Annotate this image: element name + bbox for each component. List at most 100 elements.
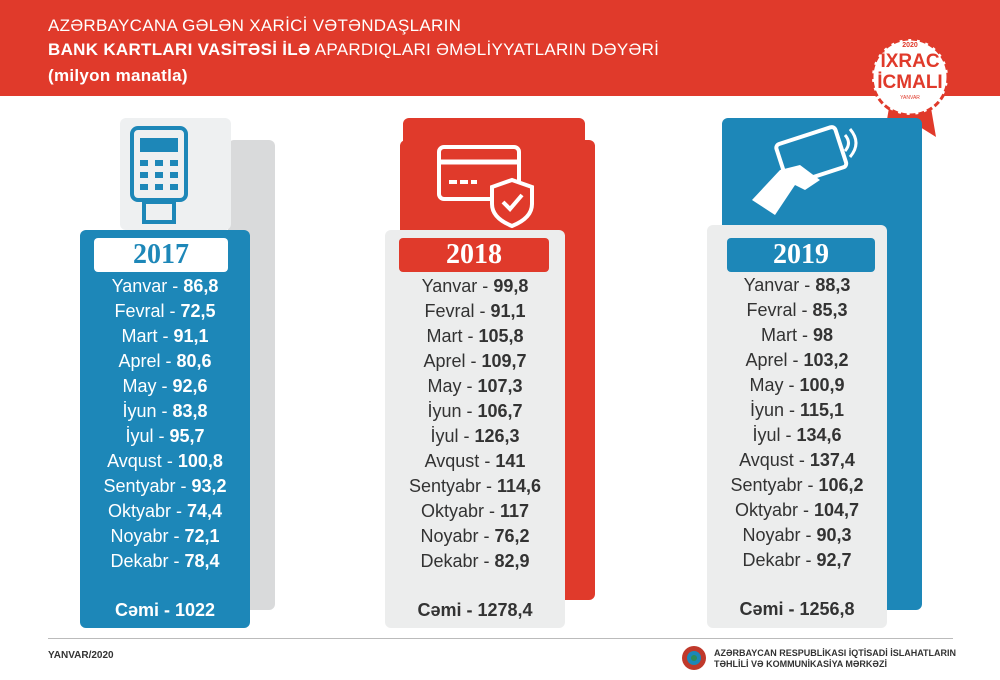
month-row: Sentyabr - 106,2 <box>707 473 887 497</box>
month-row: Dekabr - 78,4 <box>80 549 250 573</box>
year-card: 2019 Yanvar - 88,3 Fevral - 85,3 Mart - 98… <box>707 225 887 628</box>
month-label: Oktyabr - <box>107 501 182 521</box>
month-row: Noyabr - 90,3 <box>707 523 887 547</box>
month-row: Yanvar - 88,3 <box>707 273 887 297</box>
month-row: Aprel - 109,7 <box>385 349 565 373</box>
month-row: Mart - 91,1 <box>80 324 250 348</box>
month-value: 98 <box>812 325 834 345</box>
month-label: Avqust - <box>424 451 491 471</box>
total-label: Cəmi - <box>417 600 473 620</box>
month-label: Noyabr - <box>420 526 490 546</box>
month-value: 104,7 <box>813 500 860 520</box>
total-value: 1022 <box>174 600 216 620</box>
month-label: Dekabr - <box>742 550 812 570</box>
month-row: Aprel - 80,6 <box>80 349 250 373</box>
month-label: Noyabr - <box>110 526 180 546</box>
month-row: İyun - 106,7 <box>385 399 565 423</box>
month-value: 137,4 <box>809 450 855 470</box>
month-row: Dekabr - 92,7 <box>707 548 887 572</box>
month-value: 109,7 <box>481 351 527 371</box>
footer-rule <box>48 638 953 639</box>
month-row: May - 107,3 <box>385 374 565 398</box>
month-label: Fevral - <box>114 301 176 321</box>
month-label: Mart - <box>760 325 808 345</box>
total-label: Cəmi - <box>739 599 795 619</box>
year-label: 2018 <box>399 238 549 272</box>
month-value: 74,4 <box>186 501 223 521</box>
month-row: Avqust - 141 <box>385 449 565 473</box>
month-label: Mart - <box>426 326 474 346</box>
month-row: Aprel - 103,2 <box>707 348 887 372</box>
card-icon <box>437 145 534 229</box>
month-value: 107,3 <box>477 376 523 396</box>
month-value: 141 <box>495 451 526 471</box>
month-row: Fevral - 72,5 <box>80 299 250 323</box>
footer-org: AZƏRBAYCAN RESPUBLİKASI İQTİSADİ İSLAHAT… <box>714 648 956 670</box>
month-row: Fevral - 85,3 <box>707 298 887 322</box>
month-value: 76,2 <box>494 526 530 546</box>
month-label: Yanvar - <box>421 276 489 296</box>
month-row: Yanvar - 86,8 <box>80 274 250 298</box>
month-label: Noyabr - <box>742 525 812 545</box>
month-label: Fevral - <box>746 300 808 320</box>
month-row: İyul - 126,3 <box>385 424 565 448</box>
month-value: 100,8 <box>177 451 223 471</box>
month-value: 83,8 <box>172 401 208 421</box>
badge-line2: İCMALI <box>877 72 942 93</box>
month-label: Aprel - <box>745 350 799 370</box>
month-row: Mart - 98 <box>707 323 887 347</box>
month-row: Mart - 105,8 <box>385 324 565 348</box>
month-value: 80,6 <box>176 351 212 371</box>
month-label: Aprel - <box>423 351 477 371</box>
year-card: 2017 Yanvar - 86,8 Fevral - 72,5 Mart - 91… <box>80 230 250 628</box>
month-row: Avqust - 100,8 <box>80 449 250 473</box>
month-value: 134,6 <box>796 425 842 445</box>
org-line1: AZƏRBAYCAN RESPUBLİKASI İQTİSADİ İSLAHAT… <box>714 648 957 658</box>
month-label: İyun - <box>427 401 473 421</box>
month-value: 91,1 <box>173 326 209 346</box>
month-value: 95,7 <box>169 426 205 446</box>
month-row: İyul - 95,7 <box>80 424 250 448</box>
month-label: İyun - <box>122 401 168 421</box>
month-label: May - <box>427 376 473 396</box>
month-label: Yanvar - <box>111 276 179 296</box>
total-value: 1278,4 <box>477 600 533 620</box>
month-label: Oktyabr - <box>420 501 495 521</box>
month-value: 100,9 <box>799 375 845 395</box>
month-value: 117 <box>499 501 530 521</box>
month-row: İyun - 83,8 <box>80 399 250 423</box>
month-row: Oktyabr - 117 <box>385 499 565 523</box>
month-label: Aprel - <box>118 351 172 371</box>
month-label: May - <box>122 376 168 396</box>
total-row: Cəmi - 1278,4 <box>385 598 565 622</box>
month-value: 93,2 <box>191 476 227 496</box>
month-label: Avqust - <box>739 450 805 470</box>
total-row: Cəmi - 1022 <box>80 598 250 622</box>
title-rest: APARDIQLARI ƏMƏLİYYATLARIN DƏYƏRİ <box>314 40 660 59</box>
footer-date: YANVAR/2020 <box>48 650 114 661</box>
month-label: İyul - <box>752 425 792 445</box>
month-label: Oktyabr - <box>734 500 809 520</box>
month-value: 99,8 <box>493 276 529 296</box>
month-row: May - 92,6 <box>80 374 250 398</box>
month-row: Sentyabr - 93,2 <box>80 474 250 498</box>
month-row: Oktyabr - 74,4 <box>80 499 250 523</box>
month-value: 92,6 <box>172 376 208 396</box>
total-value: 1256,8 <box>799 599 855 619</box>
month-label: May - <box>749 375 795 395</box>
logo <box>682 646 706 670</box>
total-label: Cəmi - <box>114 600 170 620</box>
month-label: Dekabr - <box>110 551 180 571</box>
month-row: Fevral - 91,1 <box>385 299 565 323</box>
month-label: Sentyabr - <box>730 475 814 495</box>
month-value: 72,1 <box>184 526 220 546</box>
month-label: Avqust - <box>107 451 173 471</box>
month-value: 114,6 <box>497 476 542 496</box>
title-line1: AZƏRBAYCANA GƏLƏN XARİCİ VƏTƏNDAŞLARIN <box>48 16 462 35</box>
month-label: Fevral - <box>424 301 486 321</box>
month-value: 91,1 <box>490 301 526 321</box>
month-label: Yanvar - <box>743 275 811 295</box>
year-card: 2018 Yanvar - 99,8 Fevral - 91,1 Mart - 10… <box>385 230 565 628</box>
month-value: 88,3 <box>815 275 851 295</box>
